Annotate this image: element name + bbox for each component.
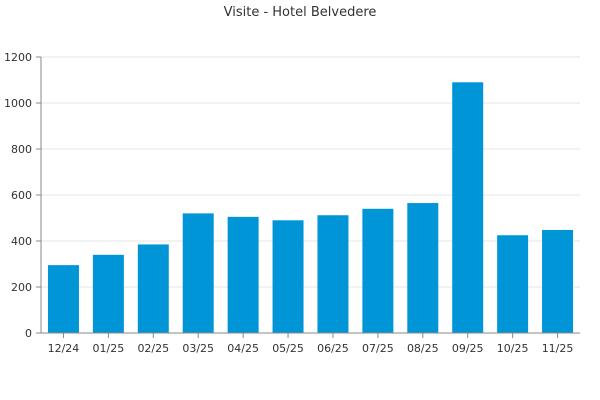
x-tick-label: 11/25 [542, 342, 574, 355]
bar-10-25 [497, 235, 529, 333]
bar-04-25 [227, 216, 259, 333]
y-tick-label: 1000 [4, 97, 32, 110]
x-tick-label: 04/25 [227, 342, 259, 355]
x-tick-label: 09/25 [452, 342, 484, 355]
y-tick-label: 600 [11, 189, 32, 202]
x-tick-label: 08/25 [407, 342, 439, 355]
y-tick-label: 800 [11, 143, 32, 156]
x-tick-label: 10/25 [497, 342, 529, 355]
y-tick-label: 1200 [4, 51, 32, 64]
chart-title: Visite - Hotel Belvedere [224, 5, 377, 20]
x-tick-label: 06/25 [317, 342, 349, 355]
x-tick-label: 12/24 [48, 342, 80, 355]
bar-12-24 [47, 265, 79, 333]
bar-01-25 [92, 254, 124, 333]
bar-06-25 [317, 215, 349, 333]
x-tick-label: 07/25 [362, 342, 394, 355]
bar-07-25 [362, 208, 394, 333]
bar-05-25 [272, 220, 304, 333]
gridlines [41, 56, 580, 288]
y-tick-label: 200 [11, 281, 32, 294]
bar-09-25 [452, 82, 484, 333]
bar-02-25 [137, 244, 169, 333]
x-tick-label: 05/25 [272, 342, 304, 355]
x-tick-label: 03/25 [182, 342, 214, 355]
bars [47, 82, 574, 333]
y-tick-label: 400 [11, 235, 32, 248]
x-tick-label: 01/25 [93, 342, 125, 355]
tick-labels: 0 200 400 600 800 1000 1200 12/24 01/25 02/25 03/2… [4, 51, 573, 355]
x-tick-label: 02/25 [137, 342, 169, 355]
bar-11-25 [542, 229, 574, 333]
y-tick-label: 0 [25, 327, 32, 340]
bar-03-25 [182, 213, 214, 333]
axes [36, 56, 580, 338]
bar-08-25 [407, 203, 439, 333]
